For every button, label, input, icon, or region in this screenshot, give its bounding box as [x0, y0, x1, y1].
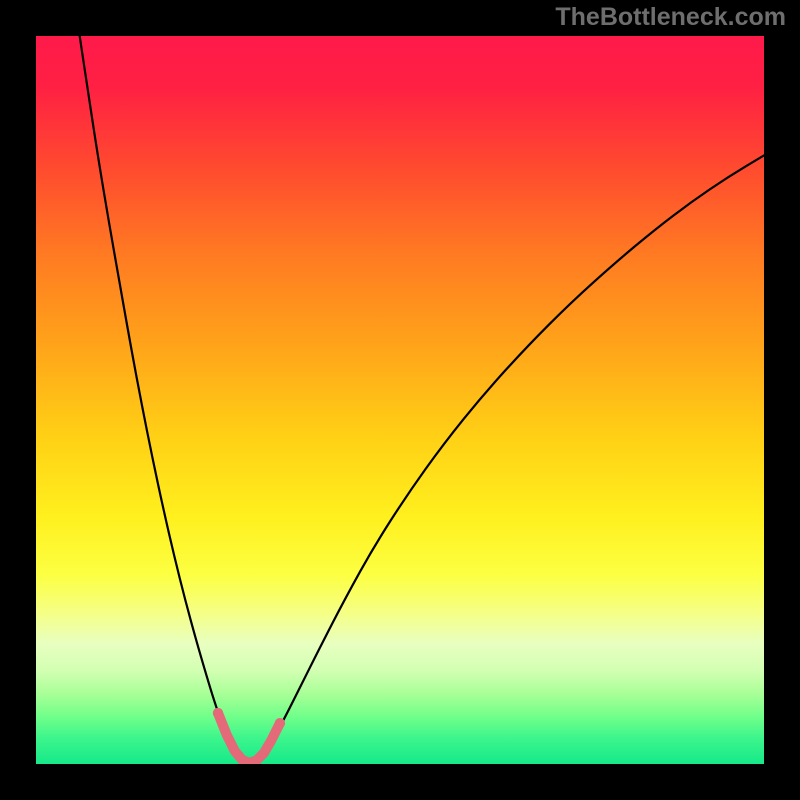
stage: TheBottleneck.com: [0, 0, 800, 800]
plot-area: [36, 36, 764, 764]
gradient-background: [36, 36, 764, 764]
chart-svg: [36, 36, 764, 764]
watermark-text: TheBottleneck.com: [555, 3, 786, 32]
